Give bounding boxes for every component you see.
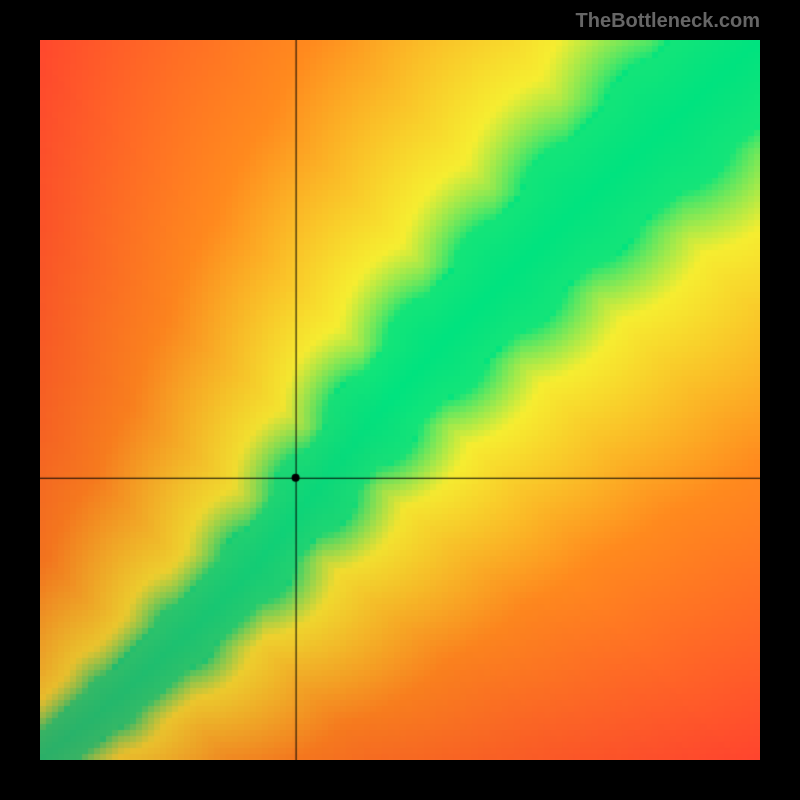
plot-area <box>40 40 760 760</box>
attribution-text: TheBottleneck.com <box>576 10 760 33</box>
crosshair-overlay <box>40 40 760 760</box>
chart-frame: TheBottleneck.com <box>0 0 800 800</box>
